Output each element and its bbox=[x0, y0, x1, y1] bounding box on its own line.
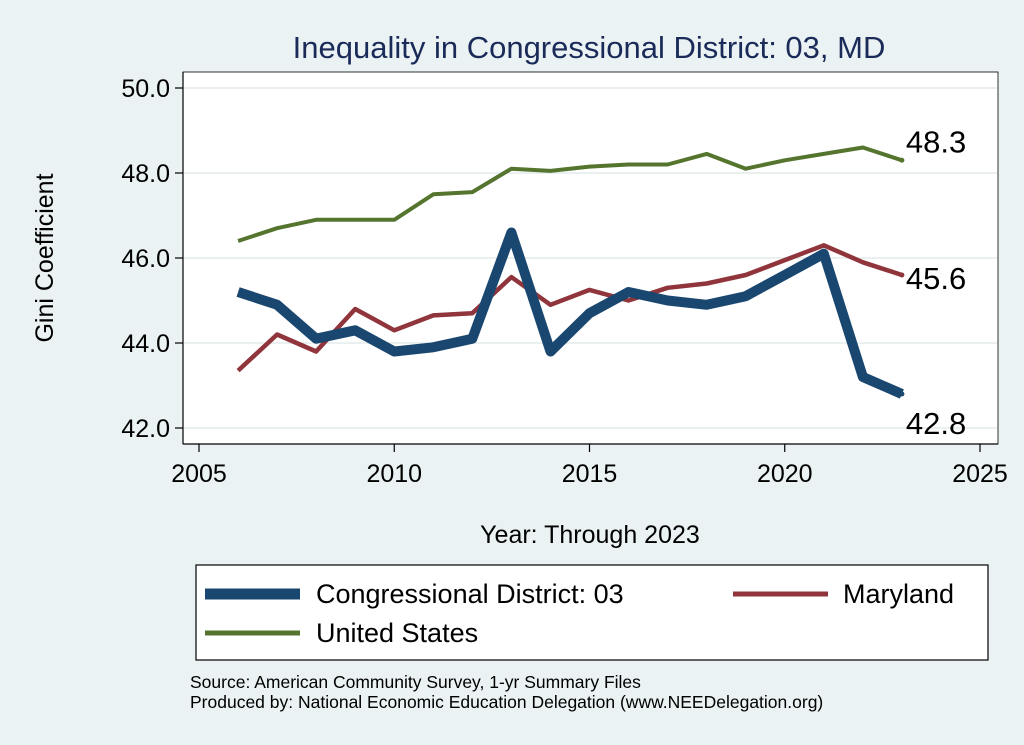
y-axis-title: Gini Coefficient bbox=[31, 173, 59, 342]
y-tick-label: 42.0 bbox=[121, 415, 170, 443]
legend-label-us: United States bbox=[316, 618, 478, 648]
producer-note: Produced by: National Economic Education… bbox=[190, 692, 823, 712]
end-label-us: 48.3 bbox=[906, 124, 966, 159]
legend: Congressional District: 03 Maryland Unit… bbox=[195, 564, 989, 661]
legend-label-cd03: Congressional District: 03 bbox=[316, 579, 624, 609]
series-lines bbox=[236, 145, 905, 399]
end-label-cd03: 42.8 bbox=[906, 406, 966, 441]
y-tick-label: 48.0 bbox=[121, 160, 170, 188]
end-labels: 42.8 45.6 48.3 bbox=[906, 124, 966, 441]
series-endpoint-maryland bbox=[899, 272, 905, 278]
legend-label-maryland: Maryland bbox=[843, 579, 954, 609]
x-tick-label: 2010 bbox=[366, 460, 422, 488]
x-tick-label: 2025 bbox=[952, 460, 1008, 488]
x-axis-title: Year: Through 2023 bbox=[480, 521, 700, 549]
x-tick-label: 2015 bbox=[562, 460, 618, 488]
series-endpoint-us bbox=[899, 157, 905, 163]
series-endpoint-cd03 bbox=[899, 391, 905, 397]
series-line-cd03 bbox=[236, 227, 904, 399]
legend-box bbox=[195, 564, 989, 661]
y-ticks: 42.0 44.0 46.0 48.0 50.0 bbox=[121, 75, 183, 443]
series-line-maryland bbox=[236, 243, 903, 373]
chart-title: Inequality in Congressional District: 03… bbox=[293, 30, 886, 65]
y-tick-label: 50.0 bbox=[121, 75, 170, 103]
series-line-us bbox=[237, 145, 903, 243]
x-tick-label: 2005 bbox=[171, 460, 227, 488]
end-label-maryland: 45.6 bbox=[906, 261, 966, 296]
y-tick-label: 44.0 bbox=[121, 330, 170, 358]
x-tick-label: 2020 bbox=[757, 460, 813, 488]
x-ticks: 2005 2010 2015 2020 2025 bbox=[171, 444, 1008, 488]
y-tick-label: 46.0 bbox=[121, 245, 170, 273]
source-note: Source: American Community Survey, 1-yr … bbox=[190, 672, 641, 692]
